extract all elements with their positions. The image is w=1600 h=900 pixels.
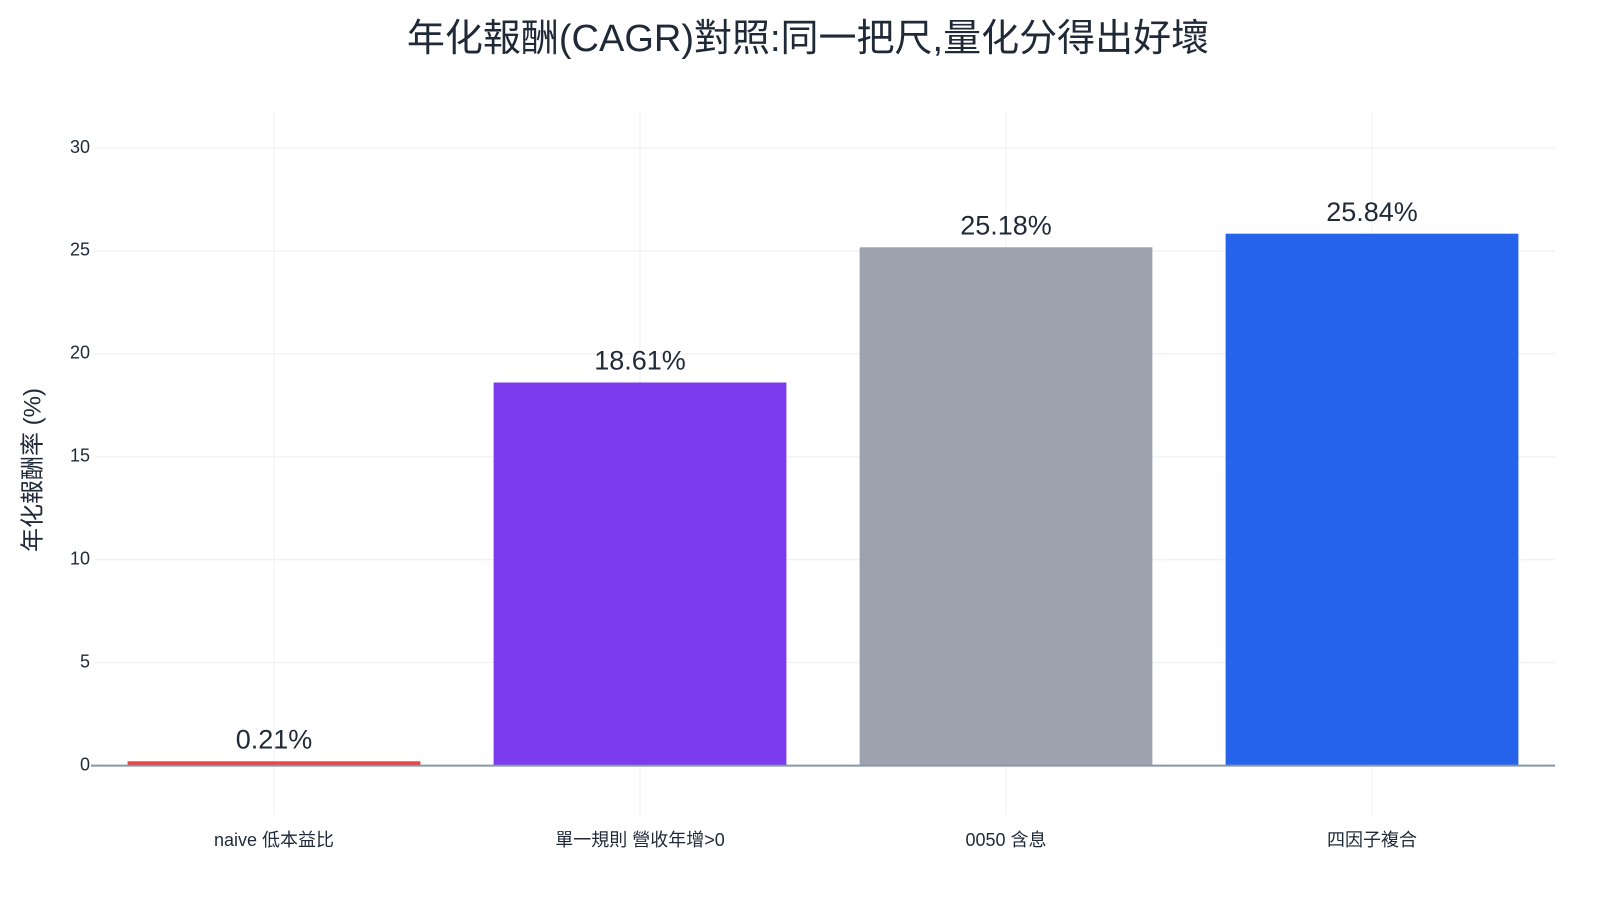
y-tick-label: 25 bbox=[70, 240, 90, 260]
bar bbox=[1225, 233, 1519, 766]
y-tick-label: 10 bbox=[70, 548, 90, 568]
y-tick-label: 5 bbox=[80, 651, 90, 671]
y-axis-label: 年化報酬率 (%) bbox=[19, 388, 46, 552]
bar bbox=[493, 382, 787, 766]
value-label: 18.61% bbox=[594, 346, 686, 376]
y-tick-label: 0 bbox=[80, 754, 90, 774]
bar bbox=[859, 247, 1153, 766]
x-tick-label: 四因子複合 bbox=[1327, 830, 1417, 850]
x-tick-label: 0050 含息 bbox=[965, 830, 1046, 850]
y-tick-label: 20 bbox=[70, 343, 90, 363]
y-tick-label: 30 bbox=[70, 137, 90, 157]
value-label: 25.84% bbox=[1326, 197, 1418, 227]
value-label: 0.21% bbox=[236, 724, 313, 754]
y-tick-label: 15 bbox=[70, 446, 90, 466]
bar bbox=[127, 761, 421, 766]
x-tick-label: 單一規則 營收年增>0 bbox=[555, 830, 725, 850]
chart-title: 年化報酬(CAGR)對照:同一把尺,量化分得出好壞 bbox=[407, 18, 1209, 60]
value-label: 25.18% bbox=[960, 210, 1052, 240]
x-tick-label: naive 低本益比 bbox=[214, 830, 334, 850]
